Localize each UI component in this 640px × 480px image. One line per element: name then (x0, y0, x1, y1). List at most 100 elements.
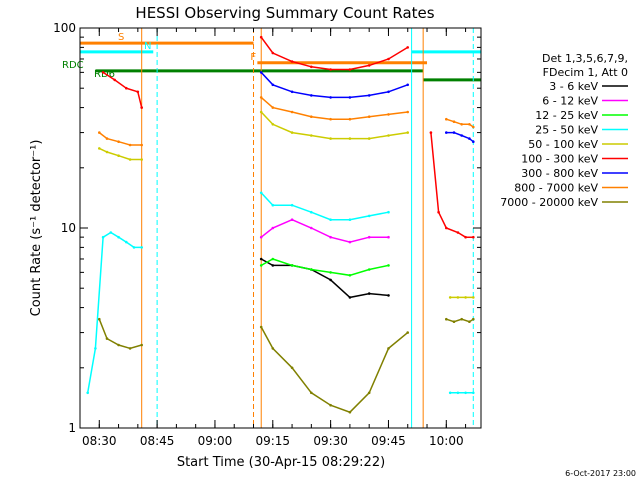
data-point (259, 257, 263, 261)
data-point (271, 264, 275, 267)
data-point (105, 137, 109, 140)
data-point (290, 90, 294, 94)
data-point (128, 158, 132, 161)
flag-label-s: S (118, 32, 124, 43)
data-point (367, 292, 371, 295)
data-point (101, 235, 105, 239)
data-point (406, 331, 410, 334)
data-point (429, 131, 433, 134)
data-point (464, 391, 467, 395)
data-point (406, 83, 410, 87)
x-tick-label: 09:45 (371, 434, 406, 448)
data-point (259, 96, 263, 99)
data-point (105, 150, 109, 154)
data-point (117, 343, 120, 347)
data-point (464, 235, 467, 239)
data-point (140, 106, 143, 109)
series-line-3-segment-0 (86, 231, 142, 393)
data-point (406, 131, 410, 134)
data-point (128, 143, 132, 147)
data-point (310, 115, 313, 118)
data-point (290, 203, 294, 207)
chart-title: HESSI Observing Summary Count Rates (135, 4, 434, 22)
data-point (460, 123, 464, 126)
data-point (452, 320, 456, 324)
flag-label-rd6: RD6 (94, 69, 115, 80)
data-point (98, 131, 101, 134)
data-point (406, 46, 410, 49)
y-tick-label: 100 (53, 21, 76, 35)
data-point (125, 86, 128, 90)
data-point (348, 137, 352, 140)
y-tick-label: 10 (61, 221, 76, 235)
data-point (348, 218, 352, 221)
data-point (290, 131, 294, 134)
data-point (348, 410, 352, 414)
data-point (94, 347, 97, 350)
footer-timestamp: 6-Oct-2017 23:00 (565, 469, 636, 478)
data-point (105, 337, 109, 340)
data-point (290, 264, 294, 267)
data-point (329, 117, 332, 121)
data-point (290, 366, 294, 370)
data-point (310, 210, 313, 214)
data-point (367, 214, 371, 218)
data-point (460, 134, 464, 137)
data-point (113, 78, 116, 82)
data-point (271, 83, 275, 87)
data-point (98, 317, 101, 321)
data-point (136, 90, 140, 94)
flag-label-n: N (144, 41, 151, 52)
data-point (271, 106, 275, 109)
data-point (259, 110, 263, 114)
x-axis-label: Start Time (30-Apr-15 08:29:22) (177, 455, 385, 470)
x-tick-label: 08:30 (82, 434, 117, 448)
data-point (271, 51, 275, 55)
data-point (310, 268, 313, 271)
data-point (367, 235, 371, 239)
legend-entry-label: 800 - 7000 keV (514, 182, 598, 195)
data-point (310, 65, 313, 69)
data-point (310, 226, 313, 230)
x-tick-label: 09:00 (198, 434, 233, 448)
data-point (387, 347, 390, 350)
data-point (348, 68, 352, 71)
legend: Det 1,3,5,6,7,9,FDecim 1, Att 03 - 6 keV… (500, 52, 628, 209)
x-tick-label: 09:30 (313, 434, 348, 448)
data-point (445, 317, 448, 321)
data-point (452, 120, 456, 123)
data-point (259, 35, 263, 39)
axes-layer: 08:30 08:45 09:00 09:15 09:30 09:45 10:00 1 10 10… (53, 21, 481, 448)
data-point (132, 246, 136, 249)
data-point (101, 71, 105, 74)
data-point (452, 131, 456, 134)
data-point (445, 131, 448, 134)
data-point (310, 134, 313, 137)
data-point (259, 325, 263, 329)
legend-entry-label: 300 - 800 keV (521, 167, 598, 180)
flag-label-rdc: RDC (62, 60, 84, 71)
x-tick-label: 08:45 (140, 434, 175, 448)
data-point (271, 257, 275, 261)
data-point (456, 296, 460, 299)
y-axis-label: Count Rate (s⁻¹ detector⁻¹) (29, 140, 44, 317)
data-point (128, 347, 132, 350)
data-point (367, 115, 371, 118)
data-point (348, 296, 352, 299)
data-point (290, 110, 294, 114)
data-point (437, 210, 440, 214)
legend-entry-label: 100 - 300 keV (521, 153, 598, 166)
data-point (109, 231, 113, 234)
data-point (460, 317, 464, 321)
data-point (367, 94, 371, 97)
data-point (329, 96, 332, 99)
data-point (271, 226, 275, 230)
data-point (348, 240, 352, 244)
data-point (259, 71, 263, 74)
y-tick-label: 1 (68, 421, 76, 435)
data-point (329, 235, 332, 239)
x-tick-label: 09:15 (255, 434, 290, 448)
data-point (367, 64, 371, 67)
series-layer (86, 35, 475, 414)
data-point (387, 235, 390, 239)
